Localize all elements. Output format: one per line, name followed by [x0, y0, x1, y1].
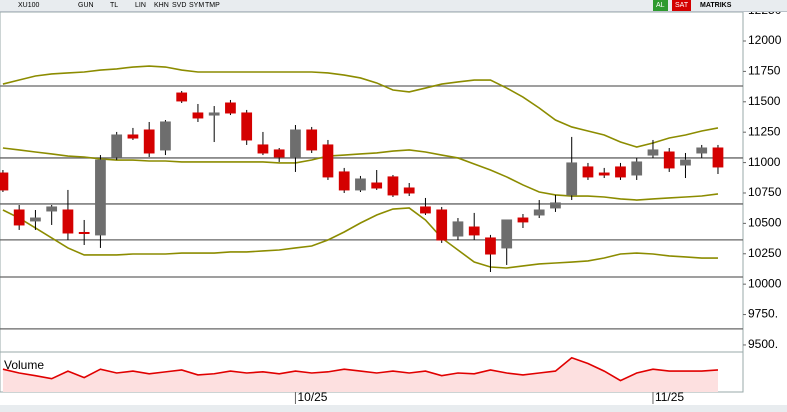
candle-body — [0, 172, 9, 191]
y-tick-label: 10500 — [748, 216, 782, 230]
volume-label: Volume — [4, 358, 44, 372]
candle-body — [306, 129, 318, 151]
candle-body — [533, 209, 545, 216]
candle-body — [78, 231, 90, 234]
candle-body — [160, 121, 171, 151]
candle-body — [290, 129, 301, 158]
candle-body — [420, 206, 431, 214]
candle-body — [598, 172, 610, 176]
button[interactable]: SVD — [172, 2, 187, 9]
button[interactable]: TL — [110, 2, 119, 9]
candle-body — [225, 102, 236, 114]
y-tick-label: 12250 — [748, 12, 782, 17]
toolbar: XU100 GUN TL LIN KHN SVD SYM TMP AL SAT … — [0, 0, 787, 12]
sell-button[interactable]: SAT — [672, 0, 692, 11]
candle-body — [680, 159, 691, 166]
chart: Volume 9500. 9750. 10000 10250 10500 10750 110… — [0, 12, 787, 412]
y-tick-label: 10250 — [748, 246, 782, 260]
candle-body — [712, 147, 724, 168]
x-tick-label: 10/25 — [297, 390, 327, 404]
candle-body — [322, 144, 334, 178]
brand: MATRIKS — [700, 2, 732, 9]
band-line — [2, 65, 719, 148]
button[interactable]: LIN — [135, 2, 146, 9]
candle-body — [501, 219, 513, 249]
candle-body — [127, 134, 139, 139]
band-line — [2, 147, 719, 201]
candle-body — [615, 166, 626, 178]
status-bar — [0, 405, 787, 412]
button[interactable]: SYM — [189, 2, 205, 9]
y-tick-label: 11750 — [748, 64, 781, 78]
candle-body — [241, 112, 253, 141]
candle-body — [371, 182, 383, 189]
symbol: XU100 — [18, 2, 40, 9]
y-tick-label: 12000 — [748, 33, 782, 47]
candle-body — [62, 209, 74, 234]
candle-body — [273, 149, 285, 158]
button[interactable]: KHN — [154, 2, 169, 9]
y-tick-label: 11000 — [748, 155, 781, 169]
y-tick-label: 9750. — [748, 307, 778, 321]
candle-body — [663, 151, 675, 169]
y-tick-label: 11250 — [748, 124, 781, 138]
candle-body — [582, 166, 594, 178]
candle-body — [647, 149, 659, 156]
candle-body — [338, 171, 350, 191]
volume-area — [2, 357, 718, 392]
button[interactable]: TMP — [205, 2, 220, 9]
candle-body — [550, 202, 561, 209]
candle-body — [30, 217, 41, 222]
y-tick-label: 10000 — [748, 276, 782, 290]
candle-body — [485, 237, 496, 255]
candle-body — [403, 187, 415, 194]
candle-body — [95, 159, 106, 236]
candle-body — [257, 144, 269, 154]
candle-body — [436, 209, 448, 241]
plot-frame — [0, 12, 744, 353]
candle-body — [355, 178, 366, 191]
candle-body — [192, 112, 204, 119]
candle-body — [452, 221, 464, 237]
y-tick-label: 11500 — [748, 94, 781, 108]
candle-body — [566, 162, 578, 196]
button[interactable]: GUN — [78, 2, 94, 9]
x-tick-label: 11/25 — [655, 390, 684, 404]
candle-body — [46, 206, 58, 212]
y-tick-label: 9500. — [748, 337, 778, 351]
candle-body — [696, 147, 708, 154]
candle-body — [387, 176, 399, 196]
candle-body — [208, 112, 220, 116]
y-tick-label: 10750 — [748, 185, 782, 199]
candle-body — [143, 129, 155, 154]
volume-line — [2, 356, 719, 382]
candle-body — [176, 92, 188, 102]
candle-body — [517, 217, 529, 223]
candle-body — [13, 209, 25, 226]
buy-button[interactable]: AL — [653, 0, 668, 11]
candle-body — [468, 226, 480, 236]
candle-body — [631, 161, 643, 176]
band-line — [2, 207, 718, 269]
candle-body — [111, 134, 123, 158]
